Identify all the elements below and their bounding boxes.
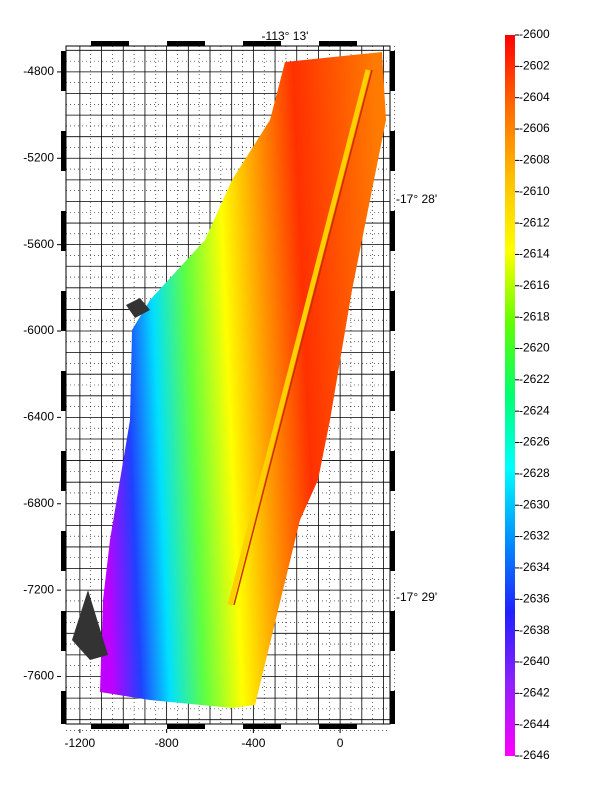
colorbar-tick-label: -2604 (519, 90, 550, 104)
latitude-label: -17° 29' (396, 590, 437, 604)
colorbar-tick-label: -2610 (519, 184, 550, 198)
frame-bar (390, 51, 395, 91)
frame-bar (61, 291, 66, 331)
x-tick-label: 0 (337, 736, 344, 750)
colorbar (505, 35, 515, 756)
bathymetry-gap (126, 298, 150, 318)
y-tick-label: -6800 (23, 496, 54, 510)
colorbar-tick-label: -2640 (519, 654, 550, 668)
colorbar-tick-label: -2626 (519, 435, 550, 449)
y-tick-label: -5600 (23, 237, 54, 251)
frame-bar (390, 371, 395, 411)
ridge-axis (227, 69, 371, 606)
latitude-label: -17° 28' (396, 192, 437, 206)
frame-bar (61, 611, 66, 651)
y-tick-label: -7600 (23, 669, 54, 683)
colorbar-tick-label: -2612 (519, 215, 550, 229)
frame-bar (390, 291, 395, 331)
bathymetry-swath (100, 52, 386, 708)
colorbar-tick-label: -2646 (519, 748, 550, 762)
frame-bar (61, 211, 66, 251)
frame-bar (390, 531, 395, 571)
colorbar-tick-label: -2606 (519, 121, 550, 135)
frame-bar (390, 451, 395, 491)
frame-bar (243, 724, 281, 729)
frame-bar (61, 531, 66, 571)
colorbar-tick-label: -2614 (519, 247, 550, 261)
frame-bar (61, 371, 66, 411)
x-tick-label: -800 (155, 736, 179, 750)
frame-bar (243, 41, 281, 46)
colorbar-tick-label: -2630 (519, 497, 550, 511)
frame-bar (61, 451, 66, 491)
colorbar-tick-label: -2624 (519, 403, 550, 417)
colorbar-tick-label: -2622 (519, 372, 550, 386)
ridge-axis (233, 69, 373, 606)
y-tick-label: -7200 (23, 582, 54, 596)
colorbar-tick-label: -2608 (519, 153, 550, 167)
frame-bar (61, 131, 66, 171)
frame-bar (319, 724, 357, 729)
colorbar-tick-label: -2616 (519, 278, 550, 292)
colorbar-tick-label: -2618 (519, 309, 550, 323)
frame-bar (167, 41, 205, 46)
y-tick-label: -4800 (23, 64, 54, 78)
colorbar-tick-label: -2628 (519, 466, 550, 480)
bathymetry-gap (72, 590, 108, 660)
x-tick-label: -400 (241, 736, 265, 750)
frame-bar (390, 211, 395, 251)
colorbar-tick-label: -2632 (519, 529, 550, 543)
y-tick-label: -6000 (23, 323, 54, 337)
frame-bar (91, 724, 129, 729)
colorbar-tick-label: -2600 (519, 27, 550, 41)
frame-bar (390, 611, 395, 651)
map-frame (61, 41, 395, 729)
colorbar-tick-label: -2642 (519, 685, 550, 699)
frame-bar (61, 51, 66, 91)
y-tick-label: -6400 (23, 410, 54, 424)
x-tick-label: -1200 (65, 736, 96, 750)
y-tick-label: -5200 (23, 150, 54, 164)
colorbar-tick-label: -2638 (519, 623, 550, 637)
longitude-label: -113° 13' (262, 29, 309, 43)
frame-bar (91, 41, 129, 46)
colorbar-tick-label: -2620 (519, 341, 550, 355)
colorbar-tick-label: -2602 (519, 59, 550, 73)
colorbar-tick-label: -2634 (519, 560, 550, 574)
frame-bar (319, 41, 357, 46)
frame-bar (167, 724, 205, 729)
frame-bar (61, 691, 66, 724)
frame-bar (390, 691, 395, 724)
colorbar-tick-label: -2644 (519, 717, 550, 731)
colorbar-tick-label: -2636 (519, 591, 550, 605)
frame-bar (390, 131, 395, 171)
